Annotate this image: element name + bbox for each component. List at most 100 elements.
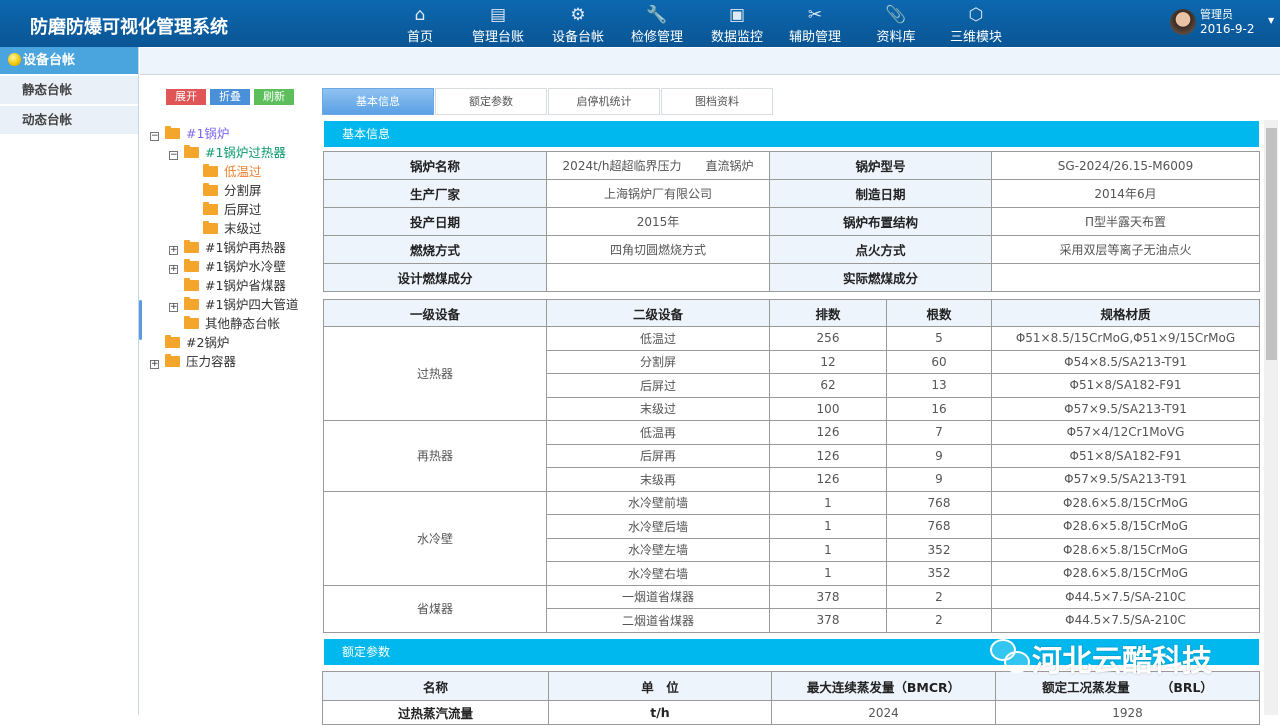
row-count: 100 (769, 396, 887, 421)
secondary-equipment: 末级过 (546, 396, 770, 421)
tree-node[interactable]: 其他静态台帐 (150, 314, 298, 333)
tree-node-label[interactable]: #1锅炉省煤器 (205, 278, 286, 293)
tree-node-label[interactable]: #1锅炉 (186, 126, 230, 141)
tab-rated-params[interactable]: 额定参数 (435, 88, 547, 115)
primary-equipment: 再热器 (323, 420, 547, 492)
nav-monitor[interactable]: ▣ 数据监控 (697, 4, 777, 45)
ledger-icon: ▤ (489, 5, 507, 25)
field-label: 点火方式 (769, 235, 992, 264)
field-value: 四角切圆燃烧方式 (546, 235, 770, 264)
tab-drawings[interactable]: 图档资料 (661, 88, 773, 115)
tree-node[interactable]: − #1锅炉 (150, 124, 298, 143)
tree-node-label[interactable]: 压力容器 (186, 354, 237, 369)
nav-wrench[interactable]: 🔧 检修管理 (617, 4, 697, 45)
sidebar-title: 设备台帐 (23, 53, 76, 68)
tree-node[interactable]: #2锅炉 (150, 333, 298, 352)
tree-node-label[interactable]: 后屏过 (224, 202, 262, 217)
row-count: 126 (769, 420, 887, 445)
nav-tools[interactable]: ✂ 辅助管理 (775, 4, 855, 45)
tree-node[interactable]: 分割屏 (150, 181, 298, 200)
field-value: 2015年 (546, 207, 770, 236)
gear-icon: ⚙ (570, 5, 586, 25)
tube-count: 768 (886, 514, 992, 539)
splitter-handle[interactable] (139, 300, 142, 340)
row-count: 1 (769, 490, 887, 515)
sidebar-header[interactable]: 设备台帐 (0, 47, 138, 74)
spec-material: Φ57×9.5/SA213-T91 (991, 396, 1260, 421)
spec-material: Φ51×8/SA182-F91 (991, 373, 1260, 398)
avatar[interactable] (1170, 9, 1196, 35)
tree-node-label[interactable]: 其他静态台帐 (205, 316, 281, 331)
expand-toggle-icon[interactable]: + (169, 245, 178, 255)
tree-node-label[interactable]: 低温过 (224, 164, 262, 179)
tree-node[interactable]: #1锅炉省煤器 (150, 276, 298, 295)
collapse-toggle-icon[interactable]: − (150, 131, 159, 141)
table-row: 后屏再 126 9 Φ51×8/SA182-F91 (324, 443, 1260, 468)
folder-icon (203, 221, 218, 234)
secondary-equipment: 低温过 (546, 326, 770, 351)
secondary-equipment: 二烟道省煤器 (546, 608, 770, 633)
wrench-icon: 🔧 (646, 5, 668, 25)
user-menu[interactable]: 管理员 2016-9-2 (1170, 8, 1254, 36)
nav-gear[interactable]: ⚙ 设备台帐 (538, 4, 618, 45)
tree-node-label[interactable]: #1锅炉过热器 (205, 145, 286, 160)
spec-material: Φ57×9.5/SA213-T91 (991, 467, 1260, 492)
tree-node[interactable]: + #1锅炉水冷壁 (150, 257, 298, 276)
row-count: 12 (769, 349, 887, 374)
tree-node-label[interactable]: #2锅炉 (186, 335, 230, 350)
nav-home[interactable]: ⌂ 首页 (380, 4, 460, 45)
tree-node[interactable]: − #1锅炉过热器 (150, 143, 298, 162)
rated-params-table: 名称单 位最大连续蒸发量（BMCR） 额定工况蒸发量 （BRL） 过热蒸汽流量 t/h… (322, 671, 1260, 725)
tree-node[interactable]: 末级过 (150, 219, 298, 238)
tree-node[interactable]: + #1锅炉再热器 (150, 238, 298, 257)
field-label: 锅炉布置结构 (769, 207, 992, 236)
tree-node[interactable]: 后屏过 (150, 200, 298, 219)
sidebar-item-static-ledger[interactable]: 静态台帐 (0, 76, 138, 104)
secondary-equipment: 后屏再 (546, 443, 770, 468)
tube-count: 2 (886, 584, 992, 609)
folder-icon (165, 126, 180, 139)
equipment-table: 一级设备 二级设备 排数 根数 规格材质 过热器 低温过 256 5 Φ51×8.5/15CrMo… (323, 299, 1260, 633)
field-label: 制造日期 (769, 179, 992, 208)
tree-node-label[interactable]: #1锅炉四大管道 (205, 297, 299, 312)
sidebar-item-dynamic-ledger[interactable]: 动态台帐 (0, 106, 138, 134)
tree-node-label[interactable]: #1锅炉水冷壁 (205, 259, 286, 274)
tree-node[interactable]: 低温过 (150, 162, 298, 181)
scrollbar-thumb[interactable] (1266, 128, 1277, 360)
spec-material: Φ28.6×5.8/15CrMoG (991, 514, 1260, 539)
column-header: 单 位 (548, 671, 772, 701)
tube-count: 60 (886, 349, 992, 374)
field-value: 2024t/h超超临界压力 直流锅炉 (546, 151, 770, 180)
folder-icon (184, 297, 199, 310)
collapse-toggle-icon[interactable]: − (169, 150, 178, 160)
secondary-equipment: 一烟道省煤器 (546, 584, 770, 609)
field-label: 生产厂家 (323, 179, 547, 208)
tab-start-stop-stats[interactable]: 启停机统计 (548, 88, 660, 115)
tree-node[interactable]: + 压力容器 (150, 352, 298, 371)
expand-toggle-icon[interactable]: + (150, 359, 159, 369)
refresh-button[interactable]: 刷新 (254, 89, 294, 105)
home-icon: ⌂ (414, 5, 426, 25)
tree-node-label[interactable]: 分割屏 (224, 183, 262, 198)
caret-down-icon[interactable]: ▼ (1268, 16, 1275, 25)
tree-node[interactable]: + #1锅炉四大管道 (150, 295, 298, 314)
spec-material: Φ51×8.5/15CrMoG,Φ51×9/15CrMoG (991, 326, 1260, 351)
folder-icon (184, 240, 199, 253)
spec-material: Φ28.6×5.8/15CrMoG (991, 561, 1260, 586)
nav-ledger[interactable]: ▤ 管理台账 (458, 4, 538, 45)
expand-toggle-icon[interactable]: + (169, 264, 178, 274)
field-value: П型半露天布置 (991, 207, 1260, 236)
tab-label: 基本信息 (356, 95, 400, 108)
folder-icon (165, 354, 180, 367)
tube-count: 13 (886, 373, 992, 398)
expand-toggle-icon[interactable]: + (169, 302, 178, 312)
tree-node-label[interactable]: 末级过 (224, 221, 262, 236)
expand-button[interactable]: 展开 (166, 89, 206, 105)
table-row: 设计燃煤成分 实际燃煤成分 (323, 263, 1260, 292)
spec-material: Φ57×4/12Cr1MoVG (991, 420, 1260, 445)
nav-paperclip[interactable]: 📎 资料库 (856, 4, 936, 45)
tab-basic-info[interactable]: 基本信息 (322, 88, 434, 115)
tree-node-label[interactable]: #1锅炉再热器 (205, 240, 286, 255)
collapse-button[interactable]: 折叠 (210, 89, 250, 105)
nav-cube[interactable]: ⬡ 三维模块 (936, 4, 1016, 45)
